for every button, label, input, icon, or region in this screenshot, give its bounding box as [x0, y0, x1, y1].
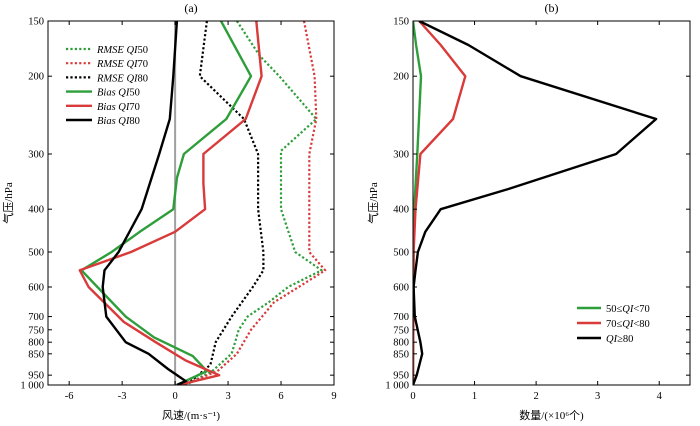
x-tick-label-b-1: 1 — [472, 391, 477, 402]
plot-frame-b — [412, 20, 691, 386]
plot-area-a — [78, 21, 327, 385]
y-tick-label-a-11: 1 000 — [20, 381, 44, 392]
x-axis-title-a: 风速/(m·s⁻¹) — [162, 409, 220, 422]
y-tick-label-a-10: 950 — [28, 371, 44, 382]
plot-frame-a — [47, 20, 335, 386]
y-tick-label-a-4: 500 — [28, 248, 44, 259]
series-line-a-3 — [80, 21, 253, 385]
series-line-b-2 — [413, 21, 658, 385]
y-tick-label-a-2: 300 — [28, 149, 44, 160]
legend-b: 50≤QI<70 70≤QI<80 QI≥80 — [572, 296, 684, 346]
x-tick-label-a-0: -6 — [65, 391, 74, 402]
y-tick-label-b-7: 750 — [393, 325, 409, 336]
y-tick-label-b-3: 400 — [393, 205, 409, 216]
y-axis-title-b: 气压/hPa — [366, 182, 380, 224]
y-tick-label-b-5: 600 — [393, 282, 409, 293]
series-line-a-4 — [78, 21, 263, 385]
y-tick-label-a-7: 750 — [28, 325, 44, 336]
x-tick-label-a-4: 6 — [278, 391, 283, 402]
y-tick-label-a-6: 700 — [28, 312, 44, 323]
series-line-a-5 — [101, 21, 187, 385]
y-tick-label-b-0: 150 — [393, 17, 409, 28]
legend-label-a-0: RMSE QI50 — [96, 45, 148, 56]
y-tick-label-b-1: 200 — [393, 72, 409, 83]
y-tick-label-b-6: 700 — [393, 312, 409, 323]
x-tick-label-b-2: 2 — [533, 391, 538, 402]
x-tick-label-b-4: 4 — [657, 391, 663, 402]
y-tick-label-b-9: 850 — [393, 349, 409, 360]
series-line-a-0 — [185, 21, 323, 385]
y-tick-label-a-3: 400 — [28, 205, 44, 216]
y-tick-label-a-1: 200 — [28, 72, 44, 83]
legend-label-a-4: Bias QI70 — [97, 102, 140, 113]
y-tick-label-a-0: 150 — [28, 17, 44, 28]
x-tick-label-b-3: 3 — [595, 391, 600, 402]
x-tick-label-a-3: 3 — [225, 391, 230, 402]
panel-label-a: (a) — [184, 1, 197, 15]
legend-label-a-1: RMSE QI70 — [96, 59, 148, 70]
legend-label-b-2: QI≥80 — [606, 334, 633, 345]
y-axis-title-a: 气压/hPa — [1, 182, 15, 224]
legend-label-a-3: Bias QI50 — [97, 88, 140, 99]
legend-label-a-5: Bias QI80 — [97, 116, 140, 127]
legend-a: RMSE QI50 RMSE QI70 RMSE QI80 Bias QI50 Bias… — [66, 45, 148, 127]
series-line-b-1 — [413, 21, 467, 385]
x-tick-label-a-5: 9 — [331, 391, 336, 402]
x-tick-label-a-1: -3 — [118, 391, 127, 402]
panel-label-b: (b) — [545, 1, 559, 15]
series-line-a-1 — [183, 21, 327, 385]
y-tick-label-a-9: 850 — [28, 349, 44, 360]
x-tick-label-b-0: 0 — [410, 391, 415, 402]
x-axis-title-b: 数量/(×10⁶个) — [519, 409, 584, 422]
y-tick-label-b-10: 950 — [393, 371, 409, 382]
y-tick-label-b-2: 300 — [393, 149, 409, 160]
y-tick-label-a-8: 800 — [28, 338, 44, 349]
y-tick-label-b-4: 500 — [393, 248, 409, 259]
legend-label-a-2: RMSE QI80 — [96, 73, 148, 84]
legend-label-b-0: 50≤QI<70 — [606, 304, 650, 315]
legend-label-b-1: 70≤QI<80 — [606, 319, 650, 330]
x-tick-label-a-2: 0 — [172, 391, 177, 402]
y-tick-label-b-11: 1 000 — [385, 381, 409, 392]
y-tick-label-b-8: 800 — [393, 338, 409, 349]
y-tick-label-a-5: 600 — [28, 282, 44, 293]
